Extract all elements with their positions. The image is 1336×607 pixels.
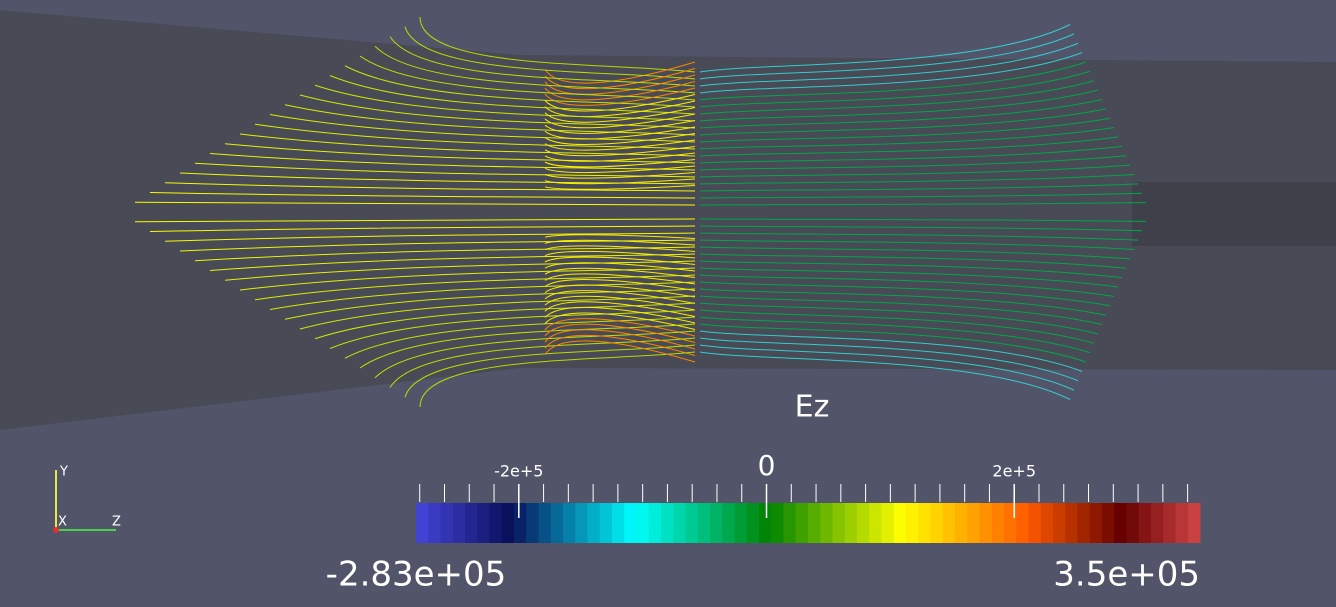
color-band (539, 503, 552, 543)
color-band (747, 503, 760, 543)
color-band (490, 503, 503, 543)
color-band (1102, 503, 1115, 543)
color-band (980, 503, 993, 543)
color-band (453, 503, 466, 543)
color-band (649, 503, 662, 543)
color-band (588, 503, 601, 543)
color-band (882, 503, 895, 543)
color-band (735, 503, 748, 543)
color-band (441, 503, 454, 543)
color-band (918, 503, 931, 543)
color-band (1114, 503, 1127, 543)
page: Ez -2e+502e+5-2.83e+053.5e+05 Y X Z (() … (0, 0, 1336, 607)
color-band (845, 503, 858, 543)
color-band (857, 503, 870, 543)
color-band (759, 503, 772, 543)
tick-label: 2e+5 (992, 462, 1036, 481)
color-band (1188, 503, 1201, 543)
color-band (637, 503, 650, 543)
color-band (722, 503, 735, 543)
color-band (1029, 503, 1042, 543)
color-band (698, 503, 711, 543)
color-band (1016, 503, 1029, 543)
color-band (428, 503, 441, 543)
color-band (906, 503, 919, 543)
color-band (894, 503, 907, 543)
color-band (514, 503, 527, 543)
color-band (1163, 503, 1176, 543)
y-label: Y (59, 465, 68, 480)
color-band (563, 503, 576, 543)
z-label: Z (112, 515, 121, 530)
color-band (796, 503, 809, 543)
color-band (1078, 503, 1091, 543)
color-band (673, 503, 686, 543)
color-band (661, 503, 674, 543)
color-band (477, 503, 490, 543)
tick-label: -2e+5 (494, 462, 543, 481)
color-band (1139, 503, 1152, 543)
color-band (1053, 503, 1066, 543)
color-band (575, 503, 588, 543)
color-band (820, 503, 833, 543)
range-min: -2.83e+05 (326, 555, 507, 595)
color-band (624, 503, 637, 543)
color-band (1090, 503, 1103, 543)
color-band (686, 503, 699, 543)
color-band (833, 503, 846, 543)
color-band (1065, 503, 1078, 543)
color-band (1176, 503, 1189, 543)
color-band (931, 503, 944, 543)
x-label: X (58, 515, 67, 530)
viewport: Ez -2e+5 0 2e+5 -2.83e+05 3.5e+05 Y X Z (0, 0, 1336, 607)
color-band (502, 503, 515, 543)
color-band (416, 503, 429, 543)
colorbar-title: Ez (795, 390, 830, 425)
color-band (465, 503, 478, 543)
color-band (600, 503, 613, 543)
color-band (710, 503, 723, 543)
tick-label: 0 (758, 449, 776, 482)
color-band (808, 503, 821, 543)
color-band (1041, 503, 1054, 543)
color-band (869, 503, 882, 543)
color-band (612, 503, 625, 543)
color-band (1151, 503, 1164, 543)
color-band (551, 503, 564, 543)
color-band (771, 503, 784, 543)
color-band (967, 503, 980, 543)
color-band (526, 503, 539, 543)
color-band (943, 503, 956, 543)
color-band (992, 503, 1005, 543)
color-band (955, 503, 968, 543)
color-band (784, 503, 797, 543)
color-band (1127, 503, 1140, 543)
inner-cylinder (1132, 182, 1336, 246)
range-max: 3.5e+05 (1053, 555, 1200, 595)
